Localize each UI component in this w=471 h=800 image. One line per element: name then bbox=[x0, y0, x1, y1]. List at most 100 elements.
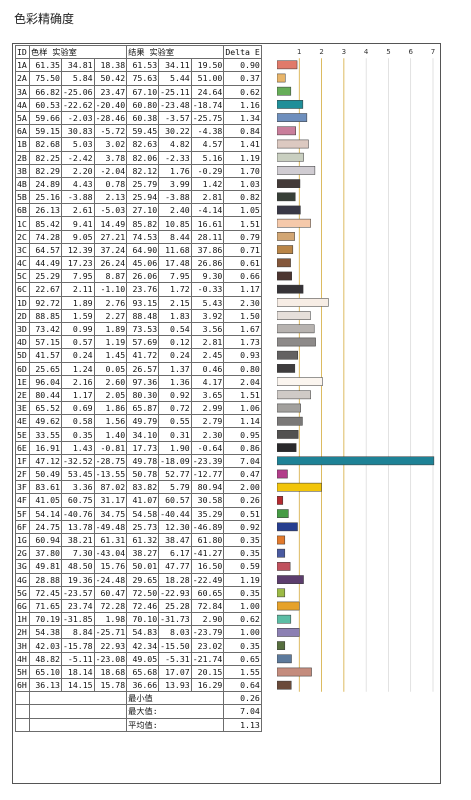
measured-l: 82.25 bbox=[29, 150, 62, 165]
measured-a: 23.74 bbox=[61, 598, 95, 614]
bar-5D bbox=[277, 350, 298, 360]
result-b: 3.56 bbox=[190, 321, 225, 337]
sample-id: 1D bbox=[15, 295, 30, 310]
measured-b: 26.24 bbox=[93, 255, 128, 271]
bar-3C bbox=[277, 245, 294, 254]
summary-label: 最大值: bbox=[126, 704, 225, 719]
result-a: 52.77 bbox=[158, 466, 192, 482]
delta-e-value: 1.70 bbox=[223, 163, 262, 178]
measured-a: 2.20 bbox=[61, 163, 95, 178]
measured-a: -40.76 bbox=[61, 506, 95, 521]
measured-b: 31.17 bbox=[93, 493, 128, 508]
delta-e-value: 0.47 bbox=[223, 466, 262, 482]
measured-b: 2.27 bbox=[93, 308, 128, 323]
delta-e-value: 1.03 bbox=[223, 176, 262, 192]
result-a: 34.11 bbox=[158, 58, 192, 73]
delta-e-value: 0.61 bbox=[223, 255, 262, 271]
table-row: 4A 60.53 -22.62 -20.40 60.80 -23.48 -18.74 1.16 bbox=[15, 97, 262, 112]
measured-b: -28.46 bbox=[93, 110, 128, 126]
result-b: 5.43 bbox=[190, 295, 225, 310]
result-b: 16.50 bbox=[190, 559, 225, 574]
sample-id: 5F bbox=[15, 506, 30, 521]
result-a: 5.79 bbox=[158, 480, 192, 495]
measured-b: 3.02 bbox=[93, 137, 128, 152]
measured-a: 0.58 bbox=[61, 414, 95, 429]
table-row: 1E 96.04 2.16 2.60 97.36 1.36 4.17 2.04 bbox=[15, 374, 262, 389]
result-b: -0.33 bbox=[190, 282, 225, 297]
delta-e-value: 0.35 bbox=[223, 532, 262, 548]
result-a: 0.12 bbox=[158, 335, 192, 350]
measured-l: 85.42 bbox=[29, 216, 62, 231]
result-b: 80.94 bbox=[190, 480, 225, 495]
measured-a: 4.43 bbox=[61, 176, 95, 192]
summary-value: 0.26 bbox=[223, 691, 262, 706]
result-l: 67.10 bbox=[126, 84, 160, 99]
delta-e-value: 0.66 bbox=[223, 269, 262, 284]
bar-3H bbox=[277, 641, 286, 650]
result-a: 5.44 bbox=[158, 71, 192, 86]
result-b: -23.79 bbox=[190, 625, 225, 640]
measured-a: 1.89 bbox=[61, 295, 95, 310]
result-b: 4.57 bbox=[190, 137, 225, 152]
result-b: 2.30 bbox=[190, 427, 225, 442]
table-row: 4E 49.62 0.58 1.56 49.79 0.55 2.79 1.14 bbox=[15, 414, 262, 429]
result-b: 26.86 bbox=[190, 255, 225, 271]
bar-1E bbox=[277, 377, 323, 386]
measured-l: 71.65 bbox=[29, 598, 62, 614]
measured-b: 1.40 bbox=[93, 427, 128, 442]
table-row: 5C 25.29 7.95 8.87 26.06 7.95 9.30 0.66 bbox=[15, 269, 262, 284]
result-l: 50.01 bbox=[126, 559, 160, 574]
measured-b: 14.49 bbox=[93, 216, 128, 231]
delta-e-value: 1.16 bbox=[223, 97, 262, 112]
summary-value: 7.04 bbox=[223, 704, 262, 719]
measured-b: 61.31 bbox=[93, 532, 128, 548]
sample-id: 5C bbox=[15, 269, 30, 284]
measured-a: 0.69 bbox=[61, 401, 95, 416]
measured-a: 2.16 bbox=[61, 374, 95, 389]
table-row: 2A 75.50 5.84 50.42 75.63 5.44 51.00 0.37 bbox=[15, 71, 262, 86]
result-a: 17.48 bbox=[158, 255, 192, 271]
measured-l: 59.66 bbox=[29, 110, 62, 126]
measured-a: 12.39 bbox=[61, 242, 95, 258]
bar-6E bbox=[277, 443, 297, 452]
x-tick-label: 7 bbox=[431, 48, 435, 56]
summary-value: 1.13 bbox=[223, 717, 262, 732]
result-l: 54.83 bbox=[126, 625, 160, 640]
measured-b: 1.19 bbox=[93, 335, 128, 350]
table-row: 2F 50.49 53.45 -13.55 50.78 52.77 -12.77 0.47 bbox=[15, 466, 262, 482]
measured-l: 54.14 bbox=[29, 506, 62, 521]
result-l: 64.90 bbox=[126, 242, 160, 258]
measured-l: 65.10 bbox=[29, 664, 62, 680]
measured-a: 19.36 bbox=[61, 572, 95, 587]
result-l: 59.45 bbox=[126, 124, 160, 139]
bar-2A bbox=[277, 73, 286, 83]
delta-e-value: 1.17 bbox=[223, 282, 262, 297]
result-l: 49.05 bbox=[126, 651, 160, 666]
result-b: 4.17 bbox=[190, 374, 225, 389]
result-l: 41.72 bbox=[126, 348, 160, 363]
result-a: 13.93 bbox=[158, 677, 192, 693]
result-a: 1.76 bbox=[158, 163, 192, 178]
result-b: 28.11 bbox=[190, 229, 225, 244]
bar-3A bbox=[277, 86, 292, 96]
measured-l: 82.29 bbox=[29, 163, 62, 178]
sample-id: 5A bbox=[15, 110, 30, 126]
delta-e-value: 1.51 bbox=[223, 387, 262, 403]
table-row: 5A 59.66 -2.03 -28.46 60.38 -3.57 -25.75 1.34 bbox=[15, 110, 262, 126]
table-row: 3G 49.81 48.50 15.76 50.01 47.77 16.50 0.59 bbox=[15, 559, 262, 574]
bar-6F bbox=[277, 522, 298, 532]
sample-id: 4B bbox=[15, 176, 30, 192]
result-l: 82.63 bbox=[126, 137, 160, 152]
table-row: 3E 65.52 0.69 1.86 65.87 0.72 2.99 1.06 bbox=[15, 401, 262, 416]
result-b: 37.86 bbox=[190, 242, 225, 258]
measured-a: 17.23 bbox=[61, 255, 95, 271]
sample-id: 2D bbox=[15, 308, 30, 323]
delta-e-value: 1.50 bbox=[223, 308, 262, 323]
measured-a: -25.06 bbox=[61, 84, 95, 99]
bar-1H bbox=[277, 614, 292, 624]
bar-6A bbox=[277, 126, 296, 136]
bar-6B bbox=[277, 205, 301, 215]
sample-id: 3F bbox=[15, 480, 30, 495]
measured-b: 15.76 bbox=[93, 559, 128, 574]
result-l: 49.79 bbox=[126, 414, 160, 429]
